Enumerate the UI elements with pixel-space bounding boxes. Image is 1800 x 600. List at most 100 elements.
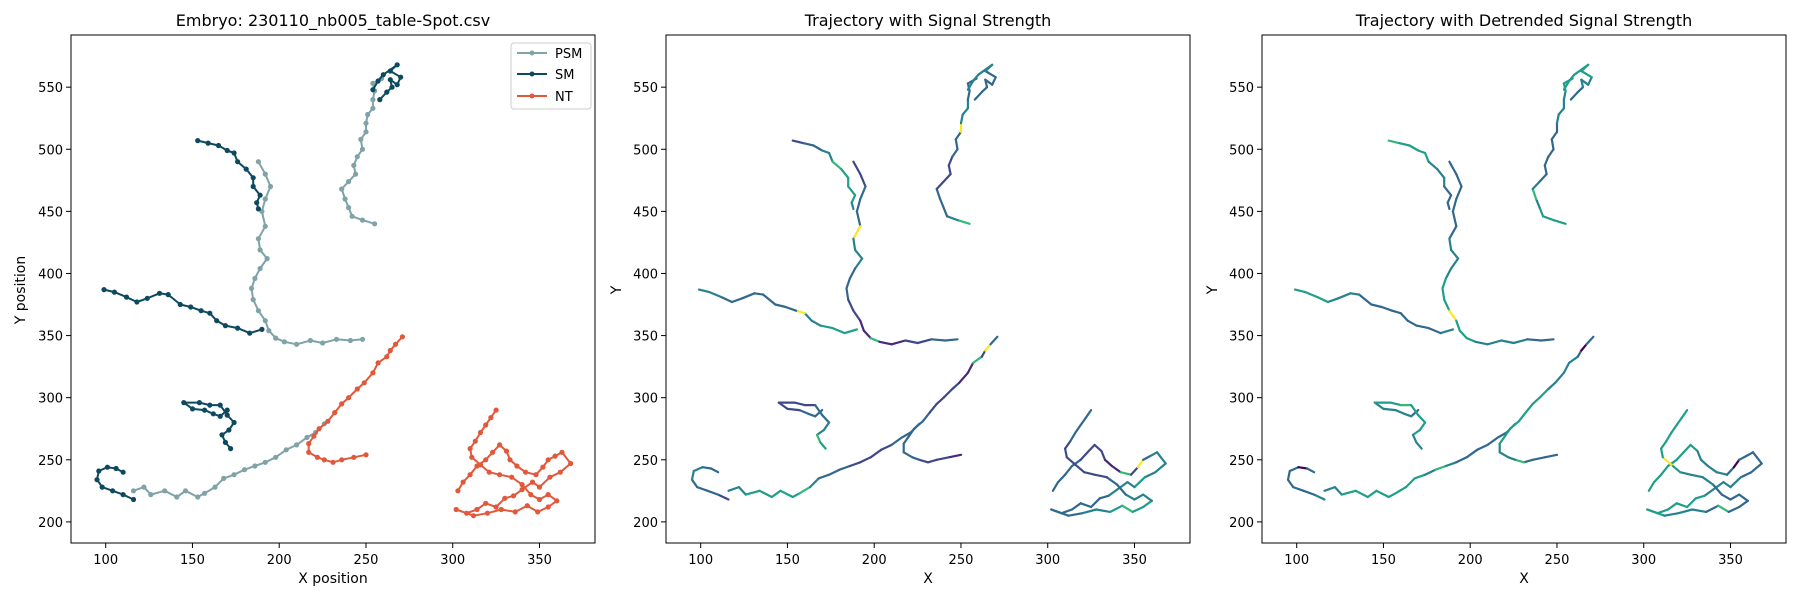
trajectory-segment (1576, 86, 1585, 94)
trajectory-segment (810, 319, 822, 327)
trajectory-segment (1580, 343, 1588, 352)
y-axis-label: Y position (13, 256, 29, 325)
trajectory-segment (1729, 476, 1743, 489)
trajectory-segment (1074, 423, 1082, 434)
track-point-psm (255, 236, 261, 242)
trajectory-segment (1305, 467, 1316, 474)
track-point-sm (224, 412, 230, 418)
track-point-nt (363, 452, 369, 458)
trajectory-segment (971, 355, 983, 364)
track-point-sm (196, 400, 202, 406)
x-axis-label: X (923, 571, 933, 587)
trajectory-segment (1531, 187, 1538, 201)
track-point-psm (363, 129, 369, 135)
trajectory-segment (1547, 148, 1555, 158)
chart-panel-signal-strength: Trajectory with Signal Strength X Y 100 1… (609, 11, 1191, 587)
chart-title: Trajectory with Detrended Signal Strengt… (1355, 11, 1692, 30)
trajectory-segment (692, 466, 704, 473)
trajectory-segment (1154, 462, 1167, 474)
track-point-nt (467, 472, 473, 478)
trajectory-segment (977, 63, 994, 76)
trajectory-segment (1666, 458, 1678, 468)
track-point-psm (262, 196, 268, 202)
trajectory-segment (770, 489, 782, 499)
track-point-nt (524, 503, 530, 509)
trajectory-segment (855, 210, 862, 228)
trajectory-segment (1079, 416, 1088, 427)
x-tick-label: 150 (1371, 553, 1396, 568)
trajectory-segment (1063, 464, 1074, 476)
trajectory-segment (1646, 508, 1666, 517)
trajectory-segment (1547, 381, 1557, 391)
trajectory-segment (961, 107, 970, 116)
trajectory-segment (1323, 486, 1337, 492)
trajectory-segment (1093, 473, 1108, 479)
trajectory-segment (904, 339, 919, 345)
y-tick-label: 500 (1229, 143, 1254, 158)
trajectory-segment (1557, 107, 1566, 116)
track-point-sm (250, 183, 256, 190)
y-tick-label: 400 (1229, 267, 1254, 282)
track-point-sm (224, 147, 230, 154)
track-point-sm (130, 496, 137, 503)
legend-nt-marker (529, 93, 535, 99)
track-point-sm (247, 330, 253, 336)
trajectory-segment (1517, 411, 1527, 423)
trajectory-segment (859, 173, 867, 188)
track-point-nt (361, 380, 367, 386)
trajectory-segment (1148, 451, 1159, 458)
trajectory-segment (1448, 237, 1453, 251)
trajectory-segment (758, 489, 773, 499)
track-point-nt (332, 410, 338, 416)
x-tick-label: 100 (1284, 553, 1309, 568)
track-point-sm (384, 89, 390, 95)
trajectory-segment (1451, 210, 1458, 228)
trajectory-segment (951, 148, 959, 158)
track-point-sm (228, 446, 234, 452)
track-point-nt (339, 401, 345, 407)
track-point-nt (467, 446, 473, 452)
x-tick-label: 200 (1458, 553, 1483, 568)
trajectory-segment (1446, 194, 1453, 204)
axes: 100 150 200 250 300 350 200 250 300 350 400 450 500 5… (38, 34, 596, 568)
trajectory-segment (1663, 512, 1680, 517)
y-tick-label: 400 (38, 267, 63, 282)
trajectory-segment (1155, 451, 1167, 465)
trajectory-segment (784, 305, 798, 312)
track-point-psm (182, 488, 189, 494)
trajectory-segment (1448, 225, 1458, 240)
y-tick-label: 500 (633, 143, 658, 158)
track-point-psm (294, 442, 300, 448)
trajectory-segment (1538, 206, 1545, 218)
trajectory-segment (1567, 73, 1576, 83)
track-point-sm (207, 310, 213, 316)
track-point-nt (488, 415, 494, 421)
trajectory-segment (1498, 451, 1510, 459)
trajectory-segment (1406, 319, 1418, 327)
track-point-nt (510, 493, 517, 499)
trajectory-segment (1659, 447, 1664, 459)
trajectory-segment (1670, 463, 1682, 474)
trajectory-segment (954, 130, 963, 141)
trajectory-segment (951, 381, 961, 391)
trajectory-segment (1449, 257, 1460, 270)
trajectory-segment (701, 466, 713, 470)
trajectory-segment (850, 201, 855, 210)
track-point-nt (529, 479, 536, 485)
legend: PSM SM NT (510, 42, 592, 110)
trajectory-segment (911, 456, 921, 461)
trajectory-segment (730, 297, 744, 304)
trajectory-segment (690, 469, 695, 481)
x-tick-label: 200 (267, 553, 292, 568)
track-point-nt (486, 469, 492, 475)
trajectory-segment (831, 327, 846, 335)
track-point-sm (96, 468, 102, 474)
trajectory-segment (926, 458, 938, 464)
x-tick-label: 350 (1718, 553, 1743, 568)
trajectory-segment (1079, 502, 1093, 509)
trajectory-segment (956, 219, 971, 225)
trajectory-segment (1382, 407, 1397, 412)
axes: 100 150 200 250 300 350 200 250 300 350 400 450 500 5… (1229, 34, 1787, 568)
trajectory-segment (1751, 451, 1763, 465)
